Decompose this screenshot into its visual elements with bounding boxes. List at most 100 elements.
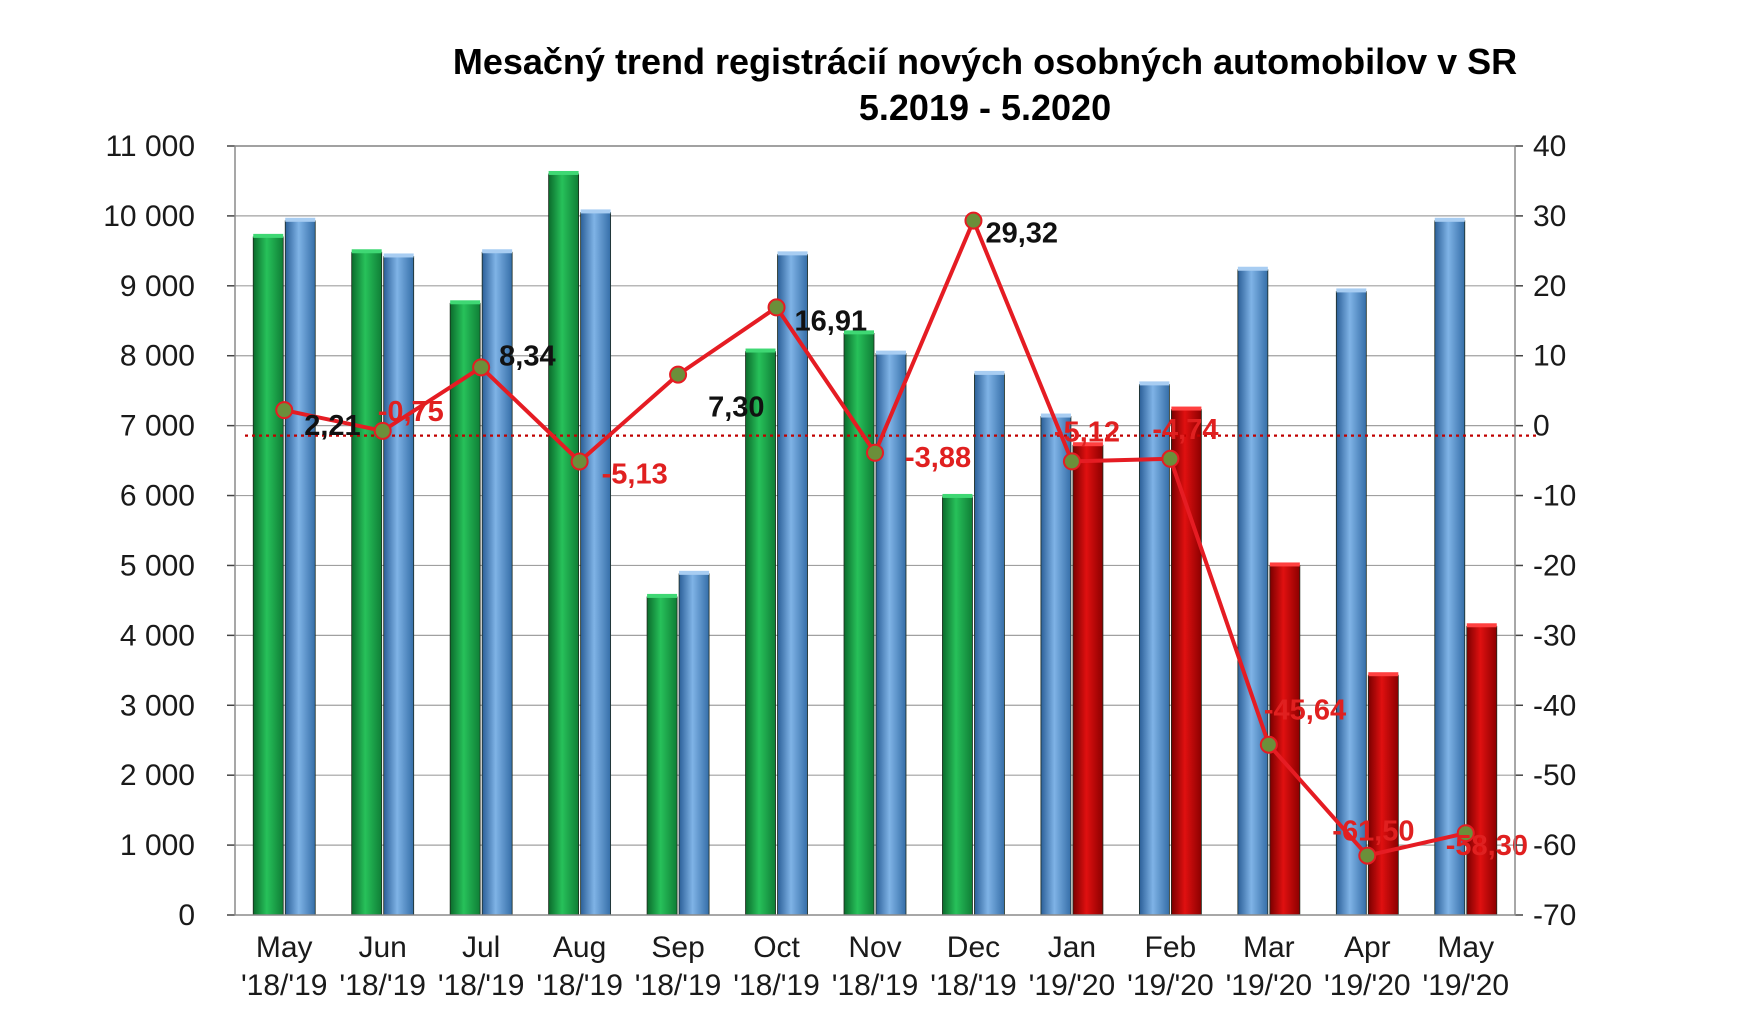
bar-top bbox=[383, 253, 414, 258]
axis-layer: 0 1 000 2 000 3 000 4 000 5 000 6 000 7 000 8 00… bbox=[103, 130, 1576, 1002]
x-axis-month-label: Jul bbox=[462, 931, 500, 964]
left-axis-tick-label: 8 000 bbox=[120, 340, 195, 373]
bar-top bbox=[1139, 381, 1170, 386]
bar-top bbox=[1237, 266, 1268, 271]
bar-top bbox=[351, 249, 382, 254]
bar-top bbox=[974, 370, 1005, 375]
left-axis-tick-label: 11 000 bbox=[105, 130, 195, 163]
bar-top bbox=[450, 300, 481, 305]
bar bbox=[678, 573, 710, 916]
x-axis-month-label: Jan bbox=[1048, 931, 1096, 964]
line-data-label: 2,21 bbox=[304, 410, 360, 442]
left-axis-tick-label: 0 bbox=[178, 899, 195, 932]
right-axis-tick-label: -40 bbox=[1533, 689, 1576, 722]
x-axis-period-label: '19/'20 bbox=[1127, 969, 1214, 1002]
left-axis-tick-label: 9 000 bbox=[120, 270, 195, 303]
line-marker bbox=[1062, 452, 1081, 471]
x-axis-month-label: Apr bbox=[1344, 931, 1391, 964]
bar-top bbox=[1434, 217, 1465, 222]
bar-top bbox=[647, 593, 678, 598]
right-axis-tick-label: -70 bbox=[1533, 899, 1576, 932]
right-axis-tick-label: -50 bbox=[1533, 759, 1576, 792]
line-marker bbox=[373, 421, 392, 440]
bar bbox=[1237, 269, 1269, 916]
line-marker bbox=[1161, 449, 1180, 468]
x-axis-period-label: '18/'19 bbox=[733, 969, 820, 1002]
line-data-label: 29,32 bbox=[985, 218, 1058, 250]
line-data-label: -45,64 bbox=[1264, 695, 1346, 727]
bar bbox=[974, 373, 1005, 916]
bar bbox=[942, 496, 973, 916]
bar bbox=[1170, 409, 1202, 916]
bar-top bbox=[482, 249, 513, 254]
x-axis-period-label: '18/'19 bbox=[536, 969, 623, 1002]
left-axis-tick-label: 10 000 bbox=[103, 200, 195, 233]
x-axis-month-label: May bbox=[1437, 931, 1494, 964]
right-axis-tick-label: 30 bbox=[1533, 200, 1566, 233]
bar-top bbox=[942, 493, 973, 498]
line-marker bbox=[964, 211, 983, 230]
x-axis-month-label: Oct bbox=[753, 931, 800, 964]
bar bbox=[252, 236, 284, 916]
x-axis-month-label: Nov bbox=[848, 931, 901, 964]
bar-top bbox=[253, 233, 284, 238]
bar bbox=[777, 253, 808, 916]
line-data-label: -3,88 bbox=[905, 442, 971, 474]
line-data-label: -5,12 bbox=[1054, 416, 1120, 448]
x-axis-month-label: Feb bbox=[1145, 931, 1197, 964]
chart-title: Mesačný trend registrácií nových osobnýc… bbox=[453, 41, 1517, 82]
bar bbox=[580, 212, 612, 916]
bar-layer bbox=[252, 170, 1498, 916]
bar bbox=[646, 596, 678, 916]
x-axis-period-label: '18/'19 bbox=[241, 969, 328, 1002]
bar-top bbox=[1072, 442, 1103, 447]
right-axis-tick-label: 0 bbox=[1533, 410, 1550, 443]
x-axis-period-label: '19/'20 bbox=[1423, 969, 1510, 1002]
bar-top bbox=[876, 350, 906, 355]
plot-frame bbox=[234, 145, 1516, 916]
x-axis-period-label: '19/'20 bbox=[1324, 969, 1411, 1002]
bar-top bbox=[548, 170, 579, 175]
left-axis-tick-label: 6 000 bbox=[120, 480, 195, 513]
line-marker bbox=[1456, 824, 1475, 843]
bar bbox=[449, 302, 481, 916]
x-axis-period-label: '18/'19 bbox=[339, 969, 426, 1002]
right-axis-tick-label: 10 bbox=[1533, 340, 1566, 373]
bar-top bbox=[745, 348, 776, 353]
x-axis-period-label: '18/'19 bbox=[832, 969, 919, 1002]
bar bbox=[1072, 444, 1104, 916]
right-axis-tick-label: -30 bbox=[1533, 619, 1576, 652]
bar-top bbox=[1269, 562, 1300, 567]
bar-top bbox=[580, 209, 611, 214]
bar bbox=[843, 332, 875, 916]
right-axis-tick-label: -60 bbox=[1533, 829, 1576, 862]
left-axis-tick-label: 4 000 bbox=[120, 619, 195, 652]
bar-top bbox=[844, 330, 874, 335]
right-axis-tick-label: 40 bbox=[1533, 130, 1566, 163]
bar bbox=[1367, 674, 1399, 916]
x-axis-month-label: Sep bbox=[651, 931, 704, 964]
x-axis-period-label: '19/'20 bbox=[1029, 969, 1116, 1002]
line-marker bbox=[1358, 846, 1377, 865]
x-axis-month-label: Dec bbox=[947, 931, 1000, 964]
bar bbox=[284, 220, 316, 916]
bar bbox=[383, 256, 415, 916]
grid-layer bbox=[235, 145, 1515, 846]
x-axis-period-label: '18/'19 bbox=[635, 969, 722, 1002]
line-data-label: -61,50 bbox=[1332, 816, 1414, 848]
line-layer: 2,21 -0,75 8,34 -5,13 7,30 16,91 -3,88 29,32 -5,… bbox=[275, 211, 1528, 865]
right-axis-tick-label: 20 bbox=[1533, 270, 1566, 303]
x-axis-period-label: '18/'19 bbox=[930, 969, 1017, 1002]
bar-top bbox=[1368, 672, 1399, 677]
line-marker bbox=[570, 452, 589, 471]
bar bbox=[1040, 416, 1072, 916]
right-axis-tick-label: -10 bbox=[1533, 480, 1576, 513]
bar-top bbox=[285, 217, 316, 222]
bar bbox=[351, 251, 383, 916]
left-axis-tick-label: 1 000 bbox=[120, 829, 195, 862]
line-marker bbox=[275, 401, 294, 420]
bar-top bbox=[1336, 288, 1367, 293]
x-axis-period-label: '19/'20 bbox=[1226, 969, 1313, 1002]
